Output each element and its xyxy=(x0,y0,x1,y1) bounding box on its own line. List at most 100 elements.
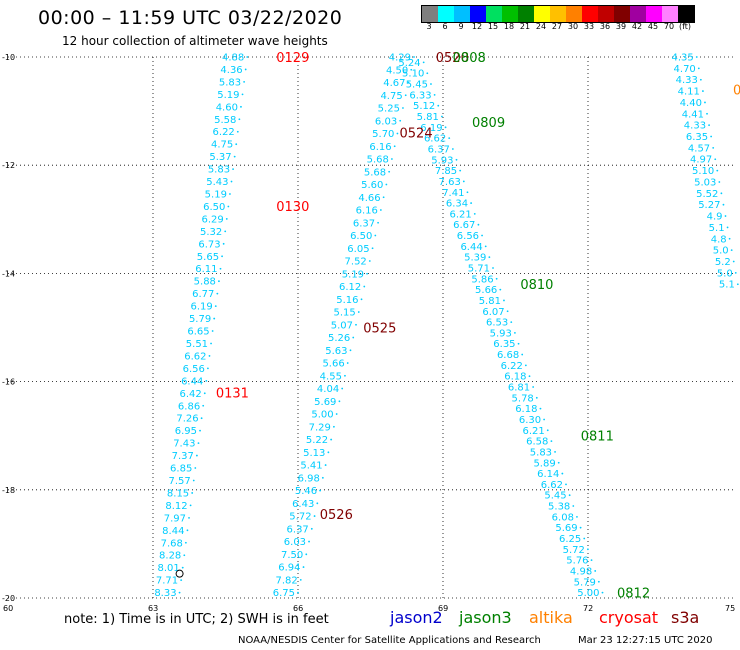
wave-height-value: 5.43 xyxy=(206,177,228,188)
scale-label: 12 xyxy=(471,22,483,31)
track-point xyxy=(181,566,184,569)
track-point xyxy=(728,237,731,240)
wave-height-value: 4.75 xyxy=(380,91,402,102)
track-point xyxy=(697,67,700,70)
track-point xyxy=(521,353,524,356)
track-point xyxy=(495,277,498,280)
track-point xyxy=(338,400,341,403)
track-point xyxy=(208,355,211,357)
wave-height-value: 6.14 xyxy=(537,469,559,480)
scale-label: 70 xyxy=(663,22,675,31)
track-point xyxy=(330,438,333,441)
scale-label: (ft) xyxy=(678,22,692,31)
wave-height-value: 8.28 xyxy=(159,551,181,562)
wave-height-value: 6.43 xyxy=(292,499,314,510)
wave-height-value: 6.62 xyxy=(541,480,563,491)
track-point xyxy=(302,566,305,568)
track-point xyxy=(349,349,352,352)
wave-height-value: 5.88 xyxy=(194,277,216,288)
wave-height-value: 7.63 xyxy=(439,177,461,188)
wave-height-value: 5.70 xyxy=(372,129,394,140)
pass-time-label: 0129 xyxy=(276,51,309,66)
track-point xyxy=(192,479,195,482)
wave-height-value: 5.27 xyxy=(698,200,720,211)
track-point xyxy=(451,148,454,150)
scale-swatch xyxy=(454,6,470,22)
track-point xyxy=(186,529,189,532)
wave-height-value: 6.62 xyxy=(424,134,446,145)
track-point xyxy=(554,451,556,453)
track-point xyxy=(321,476,324,479)
wave-height-value: 6.05 xyxy=(347,244,369,255)
wave-height-value: 6.19 xyxy=(420,123,442,134)
track-point xyxy=(462,180,465,183)
track-point xyxy=(506,310,509,313)
track-point xyxy=(363,285,366,288)
generation-timestamp: Mar 23 12:27:15 UTC 2020 xyxy=(578,635,713,646)
track-point xyxy=(183,554,186,557)
track-point xyxy=(396,132,399,135)
scale-swatch xyxy=(486,6,502,22)
track-point xyxy=(191,492,194,494)
scale-label: 18 xyxy=(503,22,515,31)
wave-height-value: 4.11 xyxy=(678,87,700,98)
wave-height-value: 4.41 xyxy=(682,109,704,120)
scale-label: 45 xyxy=(647,22,659,31)
wave-height-value: 5.10 xyxy=(402,69,424,80)
scale-swatch xyxy=(678,6,694,22)
wave-height-value: 6.18 xyxy=(515,404,537,415)
wave-height-value: 8.15 xyxy=(167,488,189,499)
track-point xyxy=(706,112,708,115)
track-point xyxy=(546,429,549,432)
wave-height-value: 4.55 xyxy=(320,371,342,382)
credit-line: NOAA/NESDIS Center for Satellite Applica… xyxy=(238,635,541,646)
track-point xyxy=(355,323,357,326)
wave-height-value: 6.08 xyxy=(552,512,574,523)
track-point xyxy=(222,242,225,245)
wave-height-value: 5.32 xyxy=(200,227,222,238)
track-point xyxy=(561,472,564,475)
wave-height-value: 7.85 xyxy=(435,166,457,177)
track-point xyxy=(714,158,717,161)
wave-height-value: 6.50 xyxy=(203,202,225,213)
track-point xyxy=(368,260,371,262)
scale-label: 30 xyxy=(567,22,579,31)
wave-height-value: 4.97 xyxy=(690,155,712,166)
lon-axis-label: 60 xyxy=(3,604,13,613)
track-point xyxy=(218,280,220,283)
wave-height-value: 5.1 xyxy=(719,280,735,291)
wave-height-value: 5.93 xyxy=(431,155,453,166)
wave-height-value: 5.72 xyxy=(289,512,311,523)
scale-swatch xyxy=(582,6,598,22)
track-point xyxy=(225,218,228,220)
track-point xyxy=(404,94,407,97)
wave-height-value: 5.12 xyxy=(413,101,435,112)
track-point xyxy=(310,527,313,530)
wave-height-value: 6.94 xyxy=(278,563,300,574)
legend-jason3: jason3 xyxy=(459,608,512,627)
wave-height-value: 5.41 xyxy=(300,461,322,472)
scale-label: 9 xyxy=(458,22,464,31)
track-point xyxy=(236,130,239,133)
wave-height-value: 4.9 xyxy=(707,212,723,223)
wave-height-value: 5.13 xyxy=(303,448,325,459)
track-point xyxy=(246,56,249,58)
track-point xyxy=(243,81,246,83)
wave-height-value: 5.83 xyxy=(219,77,241,88)
wave-height-value: 7.57 xyxy=(168,476,190,487)
wave-height-value: 4.57 xyxy=(688,143,710,154)
track-point xyxy=(299,578,302,581)
track-point xyxy=(379,209,382,211)
wave-height-value: 5.19 xyxy=(342,269,364,280)
track-point xyxy=(333,425,335,428)
wave-height-value: 6.56 xyxy=(457,231,479,242)
pass-time-label: 01 xyxy=(733,83,740,98)
wave-height-value: 5.51 xyxy=(186,339,208,350)
pass-time-label: 0131 xyxy=(216,386,249,401)
wave-height-value: 5.00 xyxy=(577,588,599,599)
track-point xyxy=(422,61,425,64)
track-point xyxy=(344,374,346,377)
track-point xyxy=(484,245,487,248)
track-point xyxy=(433,93,436,96)
wave-height-value: 7.26 xyxy=(176,414,198,425)
